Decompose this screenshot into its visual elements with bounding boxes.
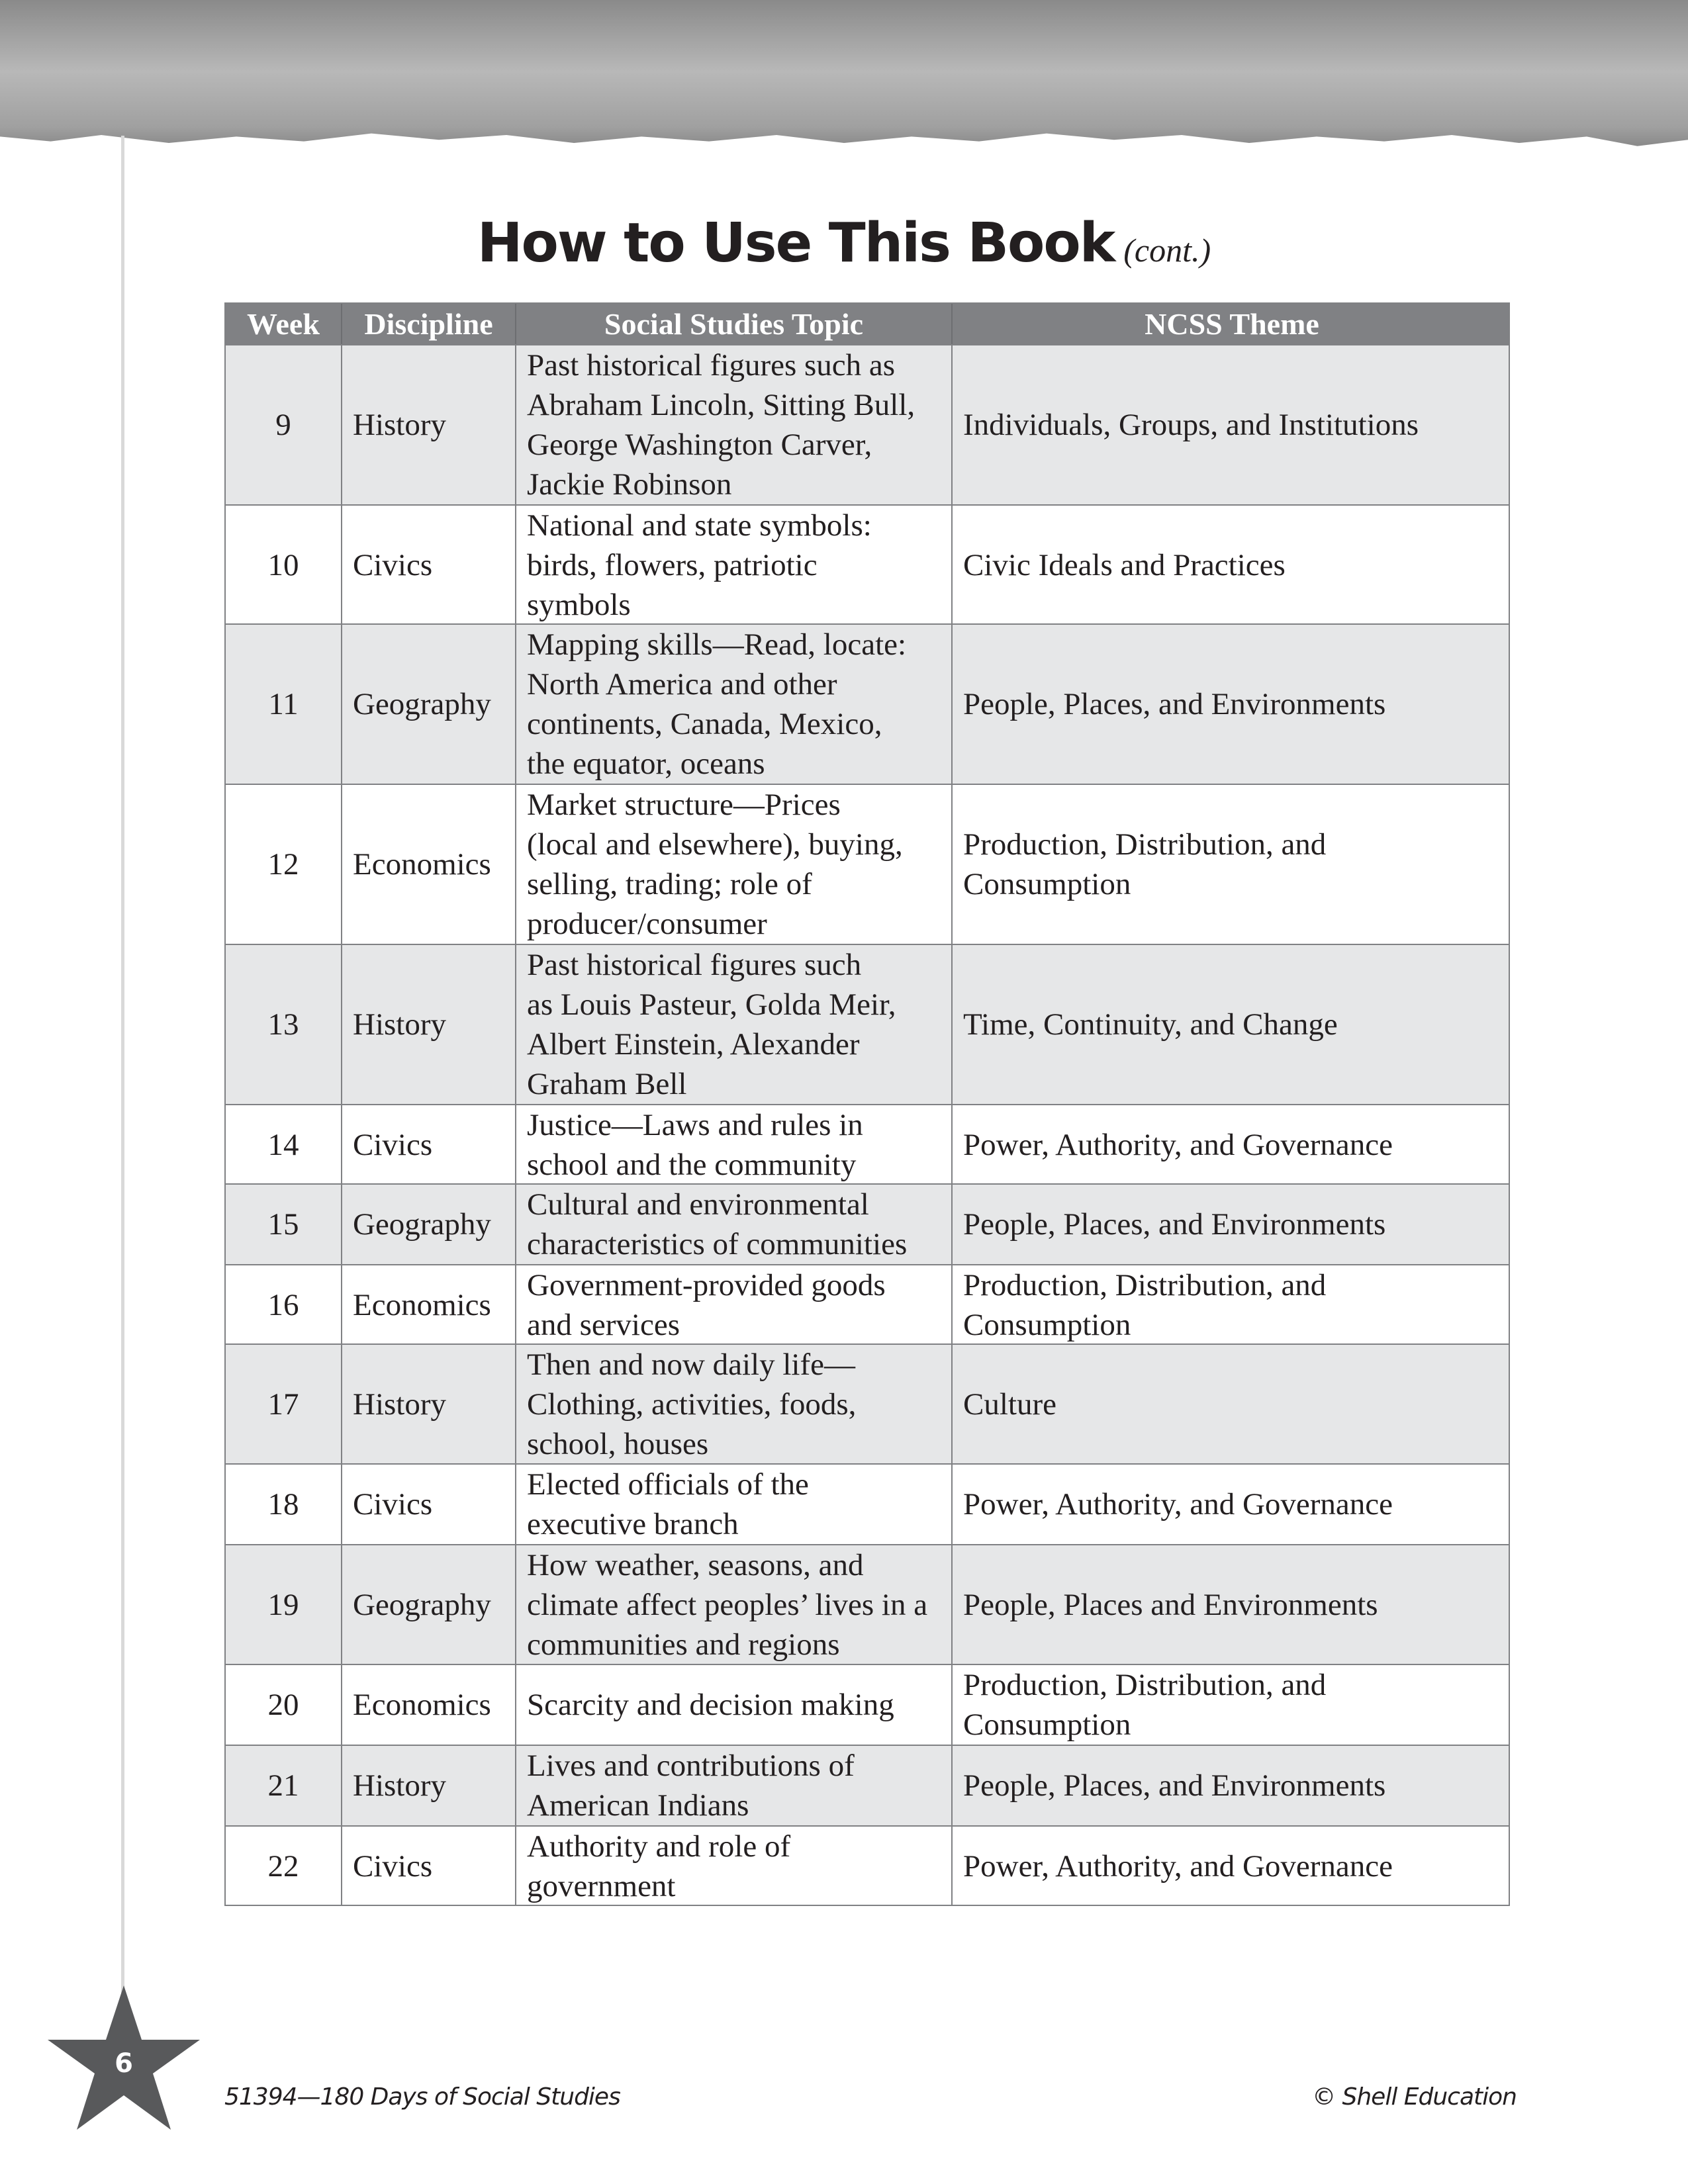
table-row: 18 Civics Elected officials of the executi… [226, 1463, 1509, 1544]
week-cell: 18 [267, 1487, 299, 1522]
week-cell: 22 [267, 1849, 299, 1884]
theme-cell: Power, Authority, and Governance [951, 1105, 1511, 1185]
theme-cell: People, Places, and Environments [951, 1746, 1511, 1825]
footer-book-title: 51394—180 Days of Social Studies [224, 2083, 621, 2111]
discipline-cell: Geography [341, 1545, 515, 1664]
theme-cell: People, Places, and Environments [951, 625, 1511, 784]
table-row: 12 Economics Market structure—Prices (loca… [226, 784, 1509, 944]
star-icon [48, 1985, 200, 2130]
week-cell: 12 [267, 847, 299, 882]
week-cell: 10 [267, 548, 299, 582]
theme-cell: Production, Distribution, and Consumptio… [951, 1265, 1511, 1345]
topic-cell: Mapping skills—Read, locate: North Ameri… [515, 625, 951, 784]
column-header-topic: Social Studies Topic [515, 304, 951, 344]
table-row: 9 History Past historical figures such as … [226, 344, 1509, 504]
theme-cell: Production, Distribution, and Consumptio… [951, 1665, 1511, 1745]
theme-cell: Power, Authority, and Governance [951, 1827, 1511, 1906]
table-row: 11 Geography Mapping skills—Read, locate: … [226, 623, 1509, 784]
topic-cell: Then and now daily life— Clothing, activ… [515, 1345, 951, 1464]
theme-cell: Time, Continuity, and Change [951, 945, 1511, 1104]
week-cell: 15 [267, 1207, 299, 1242]
topic-cell: Past historical figures such as Louis Pa… [515, 945, 951, 1104]
discipline-cell: Civics [341, 1827, 515, 1906]
week-cell: 9 [275, 408, 291, 442]
discipline-cell: Economics [341, 1665, 515, 1745]
week-cell: 21 [267, 1768, 299, 1803]
table-row: 22 Civics Authority and role of government… [226, 1825, 1511, 1906]
page-title-cont: (cont.) [1123, 232, 1211, 269]
discipline-cell: Economics [341, 1265, 515, 1345]
topic-cell: Authority and role of government [515, 1827, 951, 1906]
topic-cell: Justice—Laws and rules in school and the… [515, 1105, 951, 1185]
discipline-cell: Civics [341, 1105, 515, 1185]
discipline-cell: History [341, 945, 515, 1104]
table-row: 13 History Past historical figures such as… [226, 944, 1509, 1104]
table-row: 10 Civics National and state symbols: bird… [226, 504, 1511, 625]
theme-cell: People, Places and Environments [951, 1545, 1511, 1664]
column-header-week: Week [247, 306, 320, 341]
week-cell: 17 [267, 1387, 299, 1422]
table-row: 16 Economics Government-provided goods and… [226, 1264, 1511, 1345]
topic-cell: Elected officials of the executive branc… [515, 1465, 951, 1544]
topic-cell: Government-provided goods and services [515, 1265, 951, 1345]
discipline-cell: History [341, 345, 515, 504]
schedule-table: Week Discipline Social Studies Topic NCS… [224, 302, 1510, 1906]
topic-cell: Scarcity and decision making [515, 1665, 951, 1745]
topic-cell: Cultural and environmental characteristi… [515, 1185, 951, 1264]
theme-cell: Culture [951, 1345, 1511, 1464]
theme-cell: Production, Distribution, and Consumptio… [951, 785, 1511, 944]
week-cell: 16 [267, 1288, 299, 1322]
torn-paper-banner [0, 0, 1688, 146]
discipline-cell: Geography [341, 1185, 515, 1264]
theme-cell: Individuals, Groups, and Institutions [951, 345, 1511, 504]
column-header-theme: NCSS Theme [951, 304, 1511, 344]
discipline-cell: Civics [341, 1465, 515, 1544]
table-row: 19 Geography How weather, seasons, and cli… [226, 1544, 1509, 1664]
margin-rule [121, 136, 124, 2009]
topic-cell: Past historical figures such as Abraham … [515, 345, 951, 504]
page-title: How to Use This Book (cont.) [0, 212, 1688, 275]
discipline-cell: Geography [341, 625, 515, 784]
table-row: 20 Economics Scarcity and decision making P… [226, 1664, 1509, 1745]
topic-cell: Lives and contributions of American Indi… [515, 1746, 951, 1825]
topic-cell: National and state symbols: birds, flowe… [515, 506, 951, 625]
table-row: 14 Civics Justice—Laws and rules in school… [226, 1104, 1511, 1185]
discipline-cell: Economics [341, 785, 515, 944]
page-number: 6 [115, 2048, 133, 2079]
week-cell: 11 [268, 687, 299, 721]
table-row: 17 History Then and now daily life— Clothi… [226, 1343, 1511, 1464]
column-header-discipline: Discipline [341, 304, 515, 344]
week-cell: 14 [267, 1128, 299, 1162]
week-cell: 13 [267, 1007, 299, 1042]
footer-copyright: © Shell Education [1312, 2083, 1517, 2111]
discipline-cell: Civics [341, 506, 515, 625]
table-header-row: Week Discipline Social Studies Topic NCS… [226, 304, 1509, 344]
page-title-text: How to Use This Book [477, 212, 1115, 275]
discipline-cell: History [341, 1746, 515, 1825]
theme-cell: Power, Authority, and Governance [951, 1465, 1511, 1544]
theme-cell: Civic Ideals and Practices [951, 506, 1511, 625]
topic-cell: Market structure—Prices (local and elsew… [515, 785, 951, 944]
week-cell: 19 [267, 1588, 299, 1622]
discipline-cell: History [341, 1345, 515, 1464]
table-row: 21 History Lives and contributions of Amer… [226, 1745, 1509, 1825]
topic-cell: How weather, seasons, and climate affect… [515, 1545, 951, 1664]
table-row: 15 Geography Cultural and environmental ch… [226, 1183, 1509, 1264]
theme-cell: People, Places, and Environments [951, 1185, 1511, 1264]
week-cell: 20 [267, 1688, 299, 1722]
